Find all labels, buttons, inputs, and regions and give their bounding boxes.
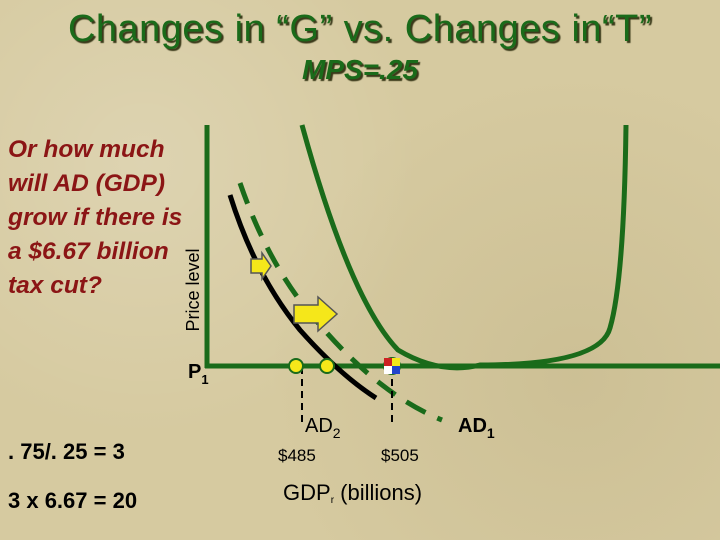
slide-subtitle: MPS=.25 — [302, 54, 418, 85]
equilibrium-point-1 — [288, 358, 304, 374]
multiplier-calc: . 75/. 25 = 3 — [8, 439, 125, 464]
ad2-label: AD2 — [305, 415, 341, 441]
slide-title: Changes in “G” vs. Changes in“T” — [67, 8, 653, 50]
shift-arrow-small — [250, 250, 272, 282]
x-axis-label: GDPr (billions) — [283, 480, 422, 506]
ad1-label: AD1 — [458, 415, 495, 441]
question-text: Or how much will AD (GDP) grow if there … — [8, 136, 183, 299]
ad2-curve — [227, 194, 378, 401]
ad1-dashed-curve — [237, 182, 443, 423]
gdp-505-label: $505 — [381, 446, 419, 465]
equilibrium-point-3 — [383, 357, 401, 375]
shift-arrow-large — [293, 295, 339, 333]
as-curve — [299, 124, 629, 371]
equilibrium-point-2 — [319, 358, 335, 374]
gdp-485-label: $485 — [278, 446, 316, 465]
y-axis-label: Price level — [183, 248, 203, 331]
result-calc: 3 x 6.67 = 20 — [8, 488, 138, 513]
price-p1-label: P1 — [188, 361, 209, 387]
